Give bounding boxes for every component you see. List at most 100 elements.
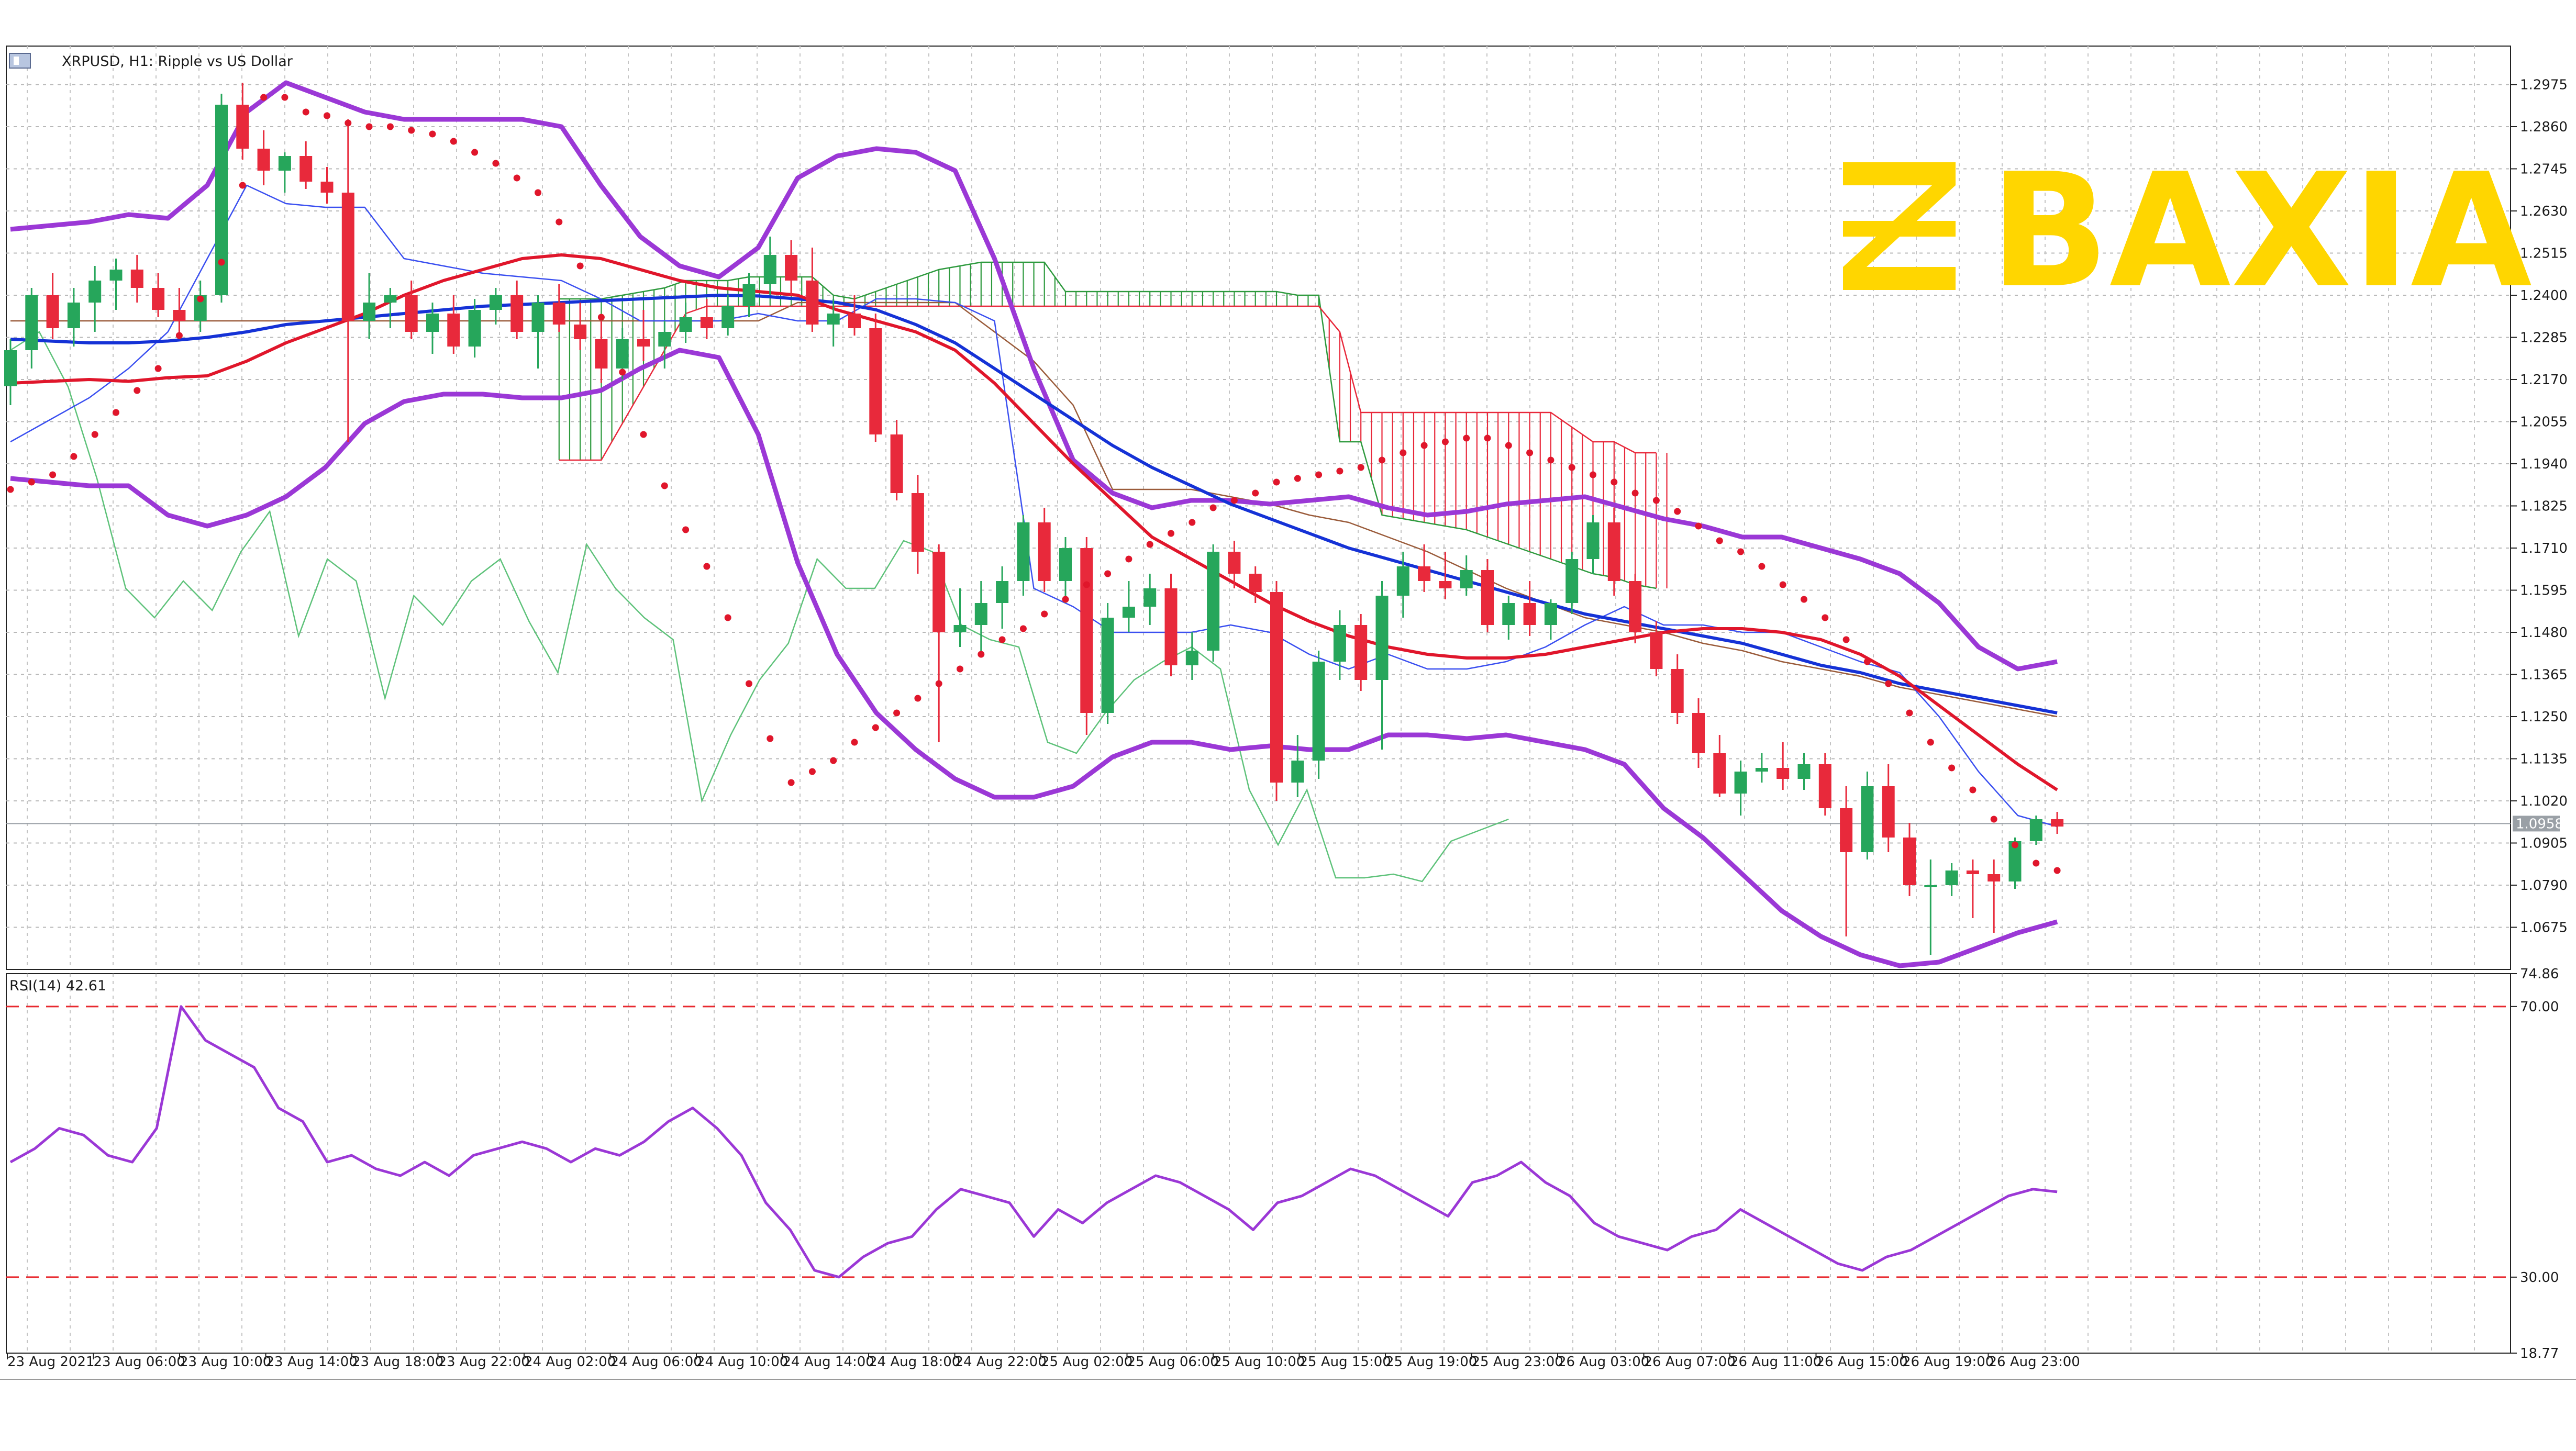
- candle-body: [1059, 548, 1072, 581]
- time-tick-label: 23 Aug 2021: [7, 1354, 95, 1370]
- sar-dot: [197, 295, 204, 303]
- candle-body: [2029, 819, 2042, 841]
- indicator-lines: [10, 80, 2058, 968]
- candle-body: [320, 182, 334, 193]
- sar-dot: [1273, 478, 1280, 486]
- price-tick-label: 1.2055: [2520, 415, 2568, 430]
- candle-body: [721, 306, 735, 328]
- price-tick-label: 1.2860: [2520, 119, 2568, 135]
- candle-body: [1333, 625, 1346, 662]
- candle-body: [700, 317, 713, 328]
- candle-body: [341, 193, 354, 321]
- sar-dot: [471, 149, 479, 156]
- sar-dot: [1104, 570, 1112, 577]
- candle-body: [953, 625, 967, 632]
- candle-body: [215, 105, 228, 295]
- sar-dot: [1400, 449, 1407, 456]
- window-title: XRPUSD, H1: Ripple vs US Dollar: [62, 53, 293, 70]
- price-tick-label: 1.1020: [2520, 794, 2568, 809]
- rsi-tick-label: 18.77: [2520, 1346, 2559, 1361]
- candle-body: [1650, 632, 1663, 669]
- price-panel-border: [6, 46, 2511, 970]
- time-tick-label: 23 Aug 22:00: [438, 1354, 530, 1370]
- candle-body: [405, 295, 418, 332]
- sar-dot: [1695, 522, 1702, 530]
- sar-dot: [1441, 438, 1449, 445]
- price-tick-label: 1.2285: [2520, 330, 2568, 346]
- bollinger-upper: [10, 80, 2058, 672]
- rsi-title: RSI(14) 42.61: [9, 978, 106, 994]
- price-tick-label: 1.2170: [2520, 372, 2568, 388]
- time-tick-label: 24 Aug 10:00: [696, 1354, 788, 1370]
- sar-dot: [113, 409, 119, 416]
- symbol-icon: [9, 53, 31, 69]
- price-tick-label: 1.2515: [2520, 246, 2568, 262]
- candle-body: [806, 281, 819, 325]
- time-tick-label: 25 Aug 06:00: [1127, 1354, 1219, 1370]
- candle-body: [4, 350, 17, 386]
- chart-frame: [0, 46, 2576, 1380]
- candle-body: [679, 317, 692, 332]
- time-tick-label: 26 Aug 23:00: [1989, 1354, 2080, 1370]
- sar-dot: [1652, 497, 1660, 504]
- moving-average-fast: [10, 253, 2058, 791]
- sar-dot: [1863, 658, 1871, 665]
- time-tick-label: 24 Aug 02:00: [524, 1354, 616, 1370]
- time-tick-label: 25 Aug 10:00: [1213, 1354, 1305, 1370]
- sar-dot: [1906, 709, 1913, 717]
- candle-body: [1945, 870, 1958, 885]
- candle-body: [1312, 662, 1325, 761]
- price-tick-label: 1.1940: [2520, 456, 2568, 472]
- candle-body: [109, 270, 123, 281]
- candle-body: [1629, 581, 1642, 632]
- candlesticks: [4, 83, 2064, 955]
- candle-body: [1481, 570, 1494, 625]
- sar-dot: [1083, 581, 1090, 588]
- sar-dot: [492, 160, 499, 167]
- candle-body: [763, 255, 776, 284]
- sar-dot: [302, 108, 309, 116]
- candle-body: [510, 295, 524, 332]
- time-tick-label: 23 Aug 18:00: [352, 1354, 443, 1370]
- baxia-logo-mark: [1843, 162, 1956, 290]
- sar-dot: [134, 387, 141, 394]
- sar-dot: [1842, 636, 1850, 643]
- time-tick-label: 24 Aug 22:00: [955, 1354, 1047, 1370]
- price-tick-label: 1.0905: [2520, 836, 2568, 852]
- sar-dot: [724, 614, 731, 621]
- sar-dot: [767, 735, 774, 742]
- candle-body: [1228, 552, 1241, 574]
- candle-body: [1818, 764, 1831, 808]
- sar-dot: [1526, 449, 1534, 456]
- candle-body: [1966, 870, 1979, 874]
- rsi-panel: 74.86 70.00 30.00 18.77: [6, 966, 2559, 1361]
- sar-dot: [893, 709, 901, 717]
- sar-dot: [1505, 442, 1512, 449]
- candle-body: [1439, 581, 1452, 588]
- sar-dot: [957, 665, 963, 673]
- candle-body: [1038, 522, 1051, 581]
- sar-dot: [281, 94, 288, 101]
- candle-body: [1122, 607, 1135, 618]
- rsi-tick-label: 74.86: [2520, 966, 2559, 982]
- sar-dot: [661, 482, 668, 489]
- candle-body: [2051, 819, 2064, 827]
- candle-body: [1354, 625, 1368, 680]
- time-tick-label: 23 Aug 14:00: [266, 1354, 358, 1370]
- candle-body: [1207, 552, 1220, 651]
- sar-dot: [682, 526, 690, 533]
- time-tick-label: 25 Aug 23:00: [1472, 1354, 1563, 1370]
- rsi-panel-border: [6, 973, 2511, 1354]
- candle-body: [1270, 592, 1283, 783]
- candle-body: [152, 288, 165, 310]
- sar-dot: [1758, 563, 1766, 570]
- sar-dot: [1969, 786, 1977, 794]
- candle-body: [489, 295, 502, 310]
- candle-body: [848, 314, 861, 328]
- chikou-span: [10, 331, 1509, 883]
- price-tick-label: 1.1710: [2520, 541, 2568, 556]
- candle-body: [574, 325, 587, 339]
- baxia-logo: BAXIA: [1843, 140, 2533, 322]
- sar-dot: [1990, 816, 1997, 823]
- sar-dot: [1590, 471, 1596, 478]
